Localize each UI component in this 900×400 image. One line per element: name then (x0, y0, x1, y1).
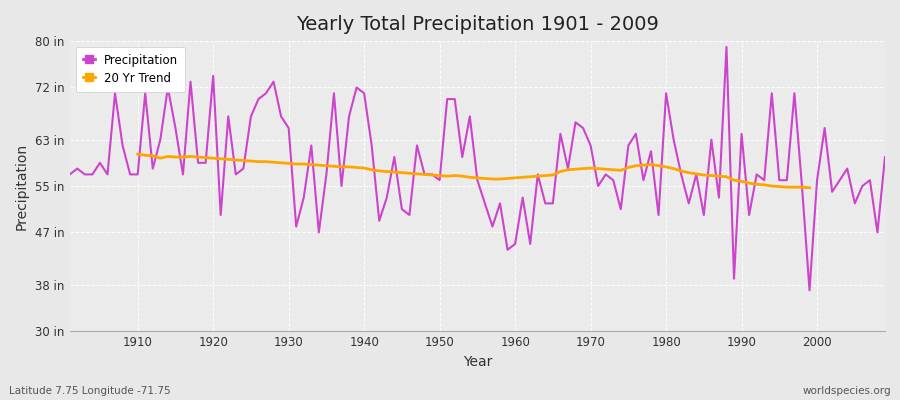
Title: Yearly Total Precipitation 1901 - 2009: Yearly Total Precipitation 1901 - 2009 (296, 15, 659, 34)
Text: worldspecies.org: worldspecies.org (803, 386, 891, 396)
X-axis label: Year: Year (463, 355, 492, 369)
Legend: Precipitation, 20 Yr Trend: Precipitation, 20 Yr Trend (76, 47, 185, 92)
Text: Latitude 7.75 Longitude -71.75: Latitude 7.75 Longitude -71.75 (9, 386, 171, 396)
Y-axis label: Precipitation: Precipitation (15, 142, 29, 230)
